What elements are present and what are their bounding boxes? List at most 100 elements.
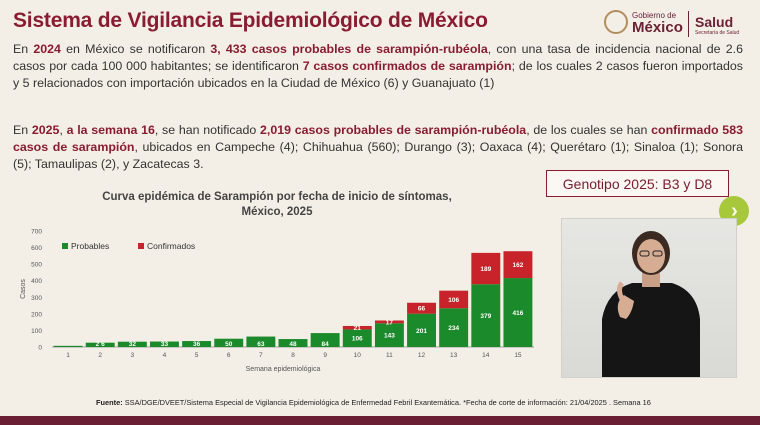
x-tick-label: 5 xyxy=(195,352,199,359)
bar-confirmados xyxy=(407,302,436,314)
bar-probables xyxy=(407,313,436,347)
data-label-probables: 48 xyxy=(289,341,297,348)
y-tick-label: 600 xyxy=(31,245,42,252)
bar-probables xyxy=(342,329,372,347)
x-axis-label: Semana epidemiológica xyxy=(246,366,321,373)
data-label-probables: 379 xyxy=(480,313,491,320)
y-tick-label: 700 xyxy=(31,229,42,236)
genotype-label: Genotipo 2025: B3 y D8 xyxy=(562,175,713,192)
x-tick-label: 2 xyxy=(98,352,102,359)
data-label-confirmados: 21 xyxy=(354,325,362,332)
data-label-probables: 63 xyxy=(257,341,265,348)
y-tick-label: 200 xyxy=(31,311,42,318)
data-label-probables: 201 xyxy=(416,328,427,335)
bar-probables xyxy=(246,336,276,347)
y-tick-label: 0 xyxy=(38,345,42,352)
bar-probables xyxy=(278,339,308,347)
x-tick-label: 11 xyxy=(386,352,393,359)
paragraph-2024: En 2024 en México se notificaron 3, 433 … xyxy=(13,41,743,92)
footnote-source-label: Fuente: xyxy=(96,398,123,407)
data-label-probables: 36 xyxy=(193,341,201,348)
bar-probables xyxy=(214,338,244,347)
y-tick-label: 500 xyxy=(31,262,42,269)
x-tick-label: 6 xyxy=(227,352,231,359)
y-tick-label: 400 xyxy=(31,278,42,285)
data-label-confirmados: 106 xyxy=(448,297,459,304)
bar-probables xyxy=(117,341,147,347)
bar-confirmados xyxy=(471,252,501,285)
chart-legend: Probables Confirmados xyxy=(62,241,195,251)
bar-confirmados xyxy=(503,251,533,279)
paragraph-text: , xyxy=(59,123,67,137)
bar-confirmados xyxy=(342,325,372,330)
bar-probables xyxy=(85,342,115,347)
paragraph-text: En xyxy=(13,42,34,56)
highlight-text: 2025 xyxy=(31,123,60,137)
legend-entry: Confirmados xyxy=(147,241,195,251)
bar-probables xyxy=(150,341,179,347)
genotype-box: Genotipo 2025: B3 y D8 xyxy=(546,170,729,197)
data-label-probables: 33 xyxy=(161,341,169,348)
interpreter-figure-icon xyxy=(602,231,700,377)
data-label-confirmados: 162 xyxy=(513,262,524,269)
data-label-confirmados: 66 xyxy=(418,306,426,313)
x-tick-label: 3 xyxy=(131,352,135,359)
paragraph-text: , con una tasa de incidencia nacional de… xyxy=(13,42,743,73)
logo-divider xyxy=(688,11,689,37)
bar-probables xyxy=(310,333,340,347)
seal-icon xyxy=(604,10,628,34)
y-axis-label: Casos xyxy=(20,279,27,299)
paragraph-text: , se han notificado xyxy=(154,123,260,137)
data-label-probables: 32 xyxy=(129,341,137,348)
paragraph-2025: En 2025, a la semana 16, se han notifica… xyxy=(13,122,743,173)
bar-probables xyxy=(471,284,501,347)
x-tick-label: 13 xyxy=(450,352,458,359)
legend-swatch xyxy=(62,243,68,249)
bar-confirmados xyxy=(374,320,404,324)
x-tick-label: 15 xyxy=(514,352,522,359)
chart-title-line1: Curva epidémica de Sarampión por fecha d… xyxy=(102,191,452,203)
paragraph-text: ; de los cuales 2 casos fueron importado… xyxy=(13,59,743,90)
data-label-probables: 50 xyxy=(225,341,233,348)
bar-probables xyxy=(53,345,83,347)
data-label-probables: 106 xyxy=(352,336,363,343)
x-tick-label: 1 xyxy=(66,352,70,359)
footnote-source-text: SSA/DGE/DVEET/Sistema Especial de Vigila… xyxy=(122,398,651,407)
data-label-confirmados: 17 xyxy=(386,319,394,326)
x-tick-label: 10 xyxy=(354,352,362,359)
paragraph-text: En xyxy=(13,123,32,137)
interpreter-video xyxy=(561,218,737,378)
bar-probables xyxy=(374,323,404,347)
legend-entry: Probables xyxy=(71,241,109,251)
x-tick-label: 7 xyxy=(259,352,263,359)
highlight-text: 3, 433 casos probables de sarampión-rubé… xyxy=(210,42,488,56)
data-label-probables: 416 xyxy=(513,310,524,317)
logo-mexico-text: México xyxy=(632,19,683,36)
data-label-confirmados: 189 xyxy=(480,266,491,273)
paragraph-text: , ubicados en Campeche (4); Chihuahua (5… xyxy=(13,140,743,171)
bar-probables xyxy=(182,341,212,347)
y-tick-label: 300 xyxy=(31,295,42,302)
legend-swatch xyxy=(138,243,144,249)
epidemic-curve-chart: Curva epidémica de Sarampión por fecha d… xyxy=(20,191,534,373)
paragraph-text: , de los cuales se han xyxy=(526,123,652,137)
bar-probables xyxy=(503,278,533,347)
x-tick-label: 12 xyxy=(418,352,426,359)
footer-bar xyxy=(0,416,760,425)
chevron-right-icon: › xyxy=(731,200,738,222)
highlight-text: 2024 xyxy=(33,42,61,56)
chart-title-line2: México, 2025 xyxy=(242,206,314,218)
bar-confirmados xyxy=(439,290,469,309)
x-tick-label: 4 xyxy=(163,352,167,359)
highlight-text: 2,019 casos probables de sarampión-rubéo… xyxy=(260,123,527,137)
highlight-text: confirmado 583 casos de sarampión xyxy=(13,123,743,154)
logo-gobierno-text: Gobierno de xyxy=(632,11,677,20)
data-label-probables: 234 xyxy=(448,325,459,332)
data-label-probables: 2 6 xyxy=(96,341,105,348)
logo-sub-text: Secretaría de Salud xyxy=(695,30,740,36)
chart-bars: 2 6 32 33 36 50 63 48 84 21 106 17 143 66 201 106 234 18… xyxy=(53,251,533,348)
data-label-probables: 84 xyxy=(322,341,330,348)
data-label-probables: 143 xyxy=(384,333,395,340)
page-title: Sistema de Vigilancia Epidemiológico de … xyxy=(13,9,488,32)
